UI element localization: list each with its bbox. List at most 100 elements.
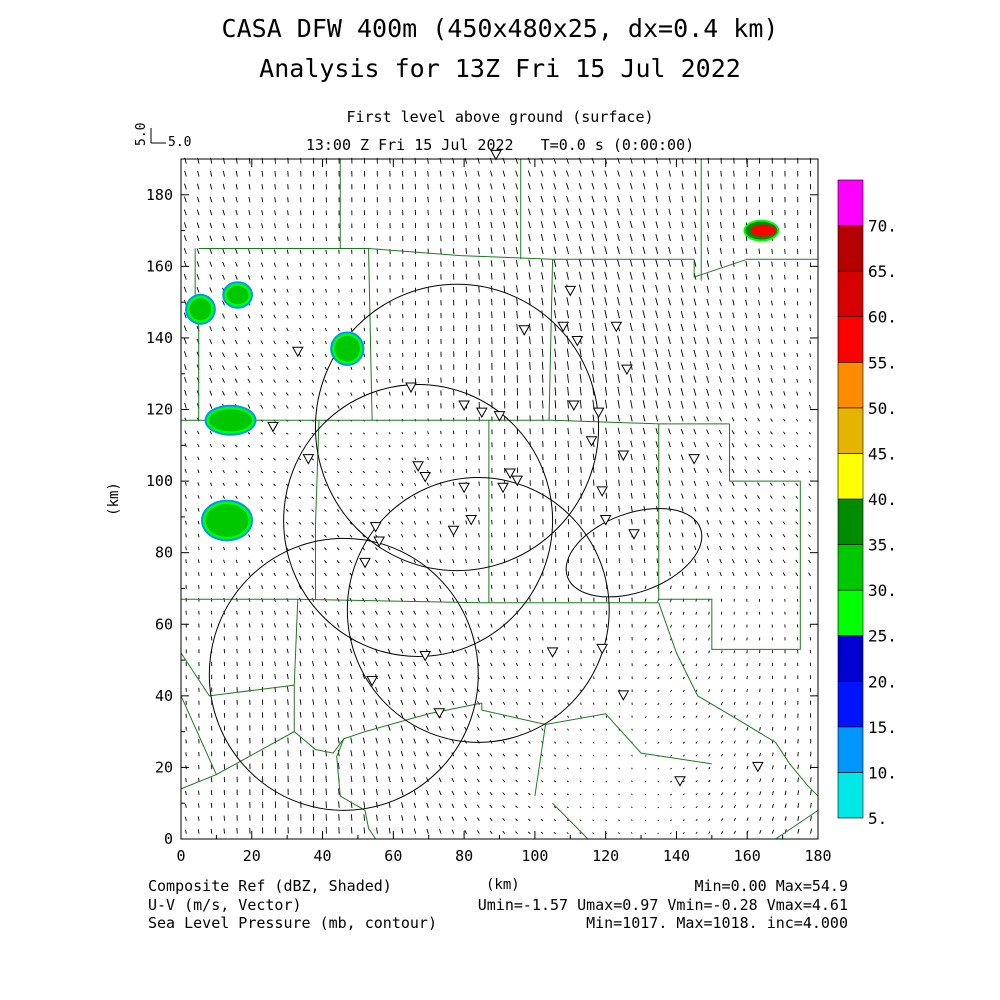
wind-vector: [222, 378, 225, 383]
wind-vector: [248, 170, 251, 177]
wind-vector: [527, 831, 531, 834]
wind-vector: [338, 788, 340, 796]
wind-vector: [604, 220, 608, 229]
wind-vector: [311, 483, 314, 487]
wind-vector: [362, 712, 366, 718]
wind-vector: [719, 273, 722, 280]
wind-vector: [643, 571, 646, 576]
wind-vector: [363, 788, 366, 796]
wind-vector: [809, 314, 812, 319]
wind-vector: [579, 767, 582, 770]
wind-vector: [744, 469, 748, 474]
wind-vector: [718, 429, 722, 435]
wind-vector: [630, 505, 633, 512]
wind-vector: [553, 780, 557, 783]
wind-vector: [362, 509, 366, 512]
wind-vector: [642, 322, 646, 332]
colorbar-swatch: [837, 498, 864, 545]
reflectivity-cells: [185, 219, 780, 542]
station-marker: [621, 364, 633, 376]
wind-vector: [580, 440, 582, 448]
wind-vector: [706, 260, 710, 267]
wind-vector: [642, 374, 646, 383]
wind-vector: [629, 284, 633, 293]
wind-vector: [515, 766, 518, 770]
wind-vector: [515, 246, 518, 254]
wind-vector: [401, 495, 404, 499]
wind-vector: [695, 818, 698, 822]
wind-vector: [708, 741, 711, 744]
wind-vector: [680, 272, 684, 280]
wind-vector: [338, 801, 340, 808]
wind-vector: [668, 545, 671, 551]
wind-vector: [732, 273, 735, 280]
wind-vector: [312, 750, 315, 757]
wind-vector: [604, 271, 608, 280]
wind-vector: [298, 405, 302, 409]
wind-vector: [720, 779, 724, 783]
wind-vector: [286, 572, 289, 577]
wind-vector: [387, 661, 391, 667]
wind-vector: [808, 547, 811, 551]
wind-vector: [515, 272, 518, 280]
chart-title-line1: CASA DFW 400m (450x480x25, dx=0.4 km): [221, 14, 779, 43]
wind-vector: [413, 674, 417, 680]
wind-vector: [338, 288, 340, 293]
wind-vector: [478, 286, 480, 293]
wind-vector: [604, 183, 608, 190]
wind-vector: [681, 183, 684, 190]
wind-vector: [375, 483, 378, 487]
wind-vector: [388, 789, 391, 796]
wind-vector: [184, 456, 187, 461]
wind-vector: [708, 676, 711, 680]
wind-vector: [185, 790, 187, 796]
wind-vector: [528, 688, 531, 693]
wind-vector: [502, 792, 506, 796]
wind-vector: [771, 803, 774, 808]
wind-vector: [183, 351, 187, 358]
wind-vector: [744, 389, 748, 396]
reflectivity-cell: [226, 285, 249, 305]
wind-vector: [400, 738, 404, 744]
wind-vector: [783, 418, 786, 422]
wind-vector: [745, 312, 748, 319]
wind-vector: [540, 831, 544, 834]
wind-vector: [286, 353, 289, 358]
wind-vector: [197, 495, 200, 499]
wind-vector: [223, 572, 225, 577]
wind-vector: [629, 348, 633, 358]
wind-vector: [261, 210, 264, 216]
wind-vector: [770, 418, 773, 422]
wind-vector: [604, 322, 608, 332]
wind-vector: [349, 623, 353, 628]
wind-vector: [260, 483, 264, 487]
wind-vector: [400, 674, 404, 680]
wind-vector: [476, 778, 480, 783]
wind-vector: [529, 336, 531, 345]
wind-vector: [197, 469, 200, 474]
wind-vector: [771, 713, 774, 718]
wind-vector: [388, 776, 391, 783]
wind-vector: [299, 210, 302, 216]
wind-vector: [439, 572, 442, 577]
wind-vector: [553, 259, 557, 267]
wind-vector: [808, 419, 811, 422]
wind-vector: [796, 339, 799, 345]
wind-vector: [388, 483, 391, 487]
wind-vector: [464, 183, 468, 190]
wind-vector: [375, 686, 378, 693]
wind-vector: [566, 767, 569, 770]
wind-vector: [451, 674, 455, 680]
wind-vector: [235, 572, 238, 577]
wind-vector: [438, 687, 442, 693]
wind-vector: [719, 520, 722, 525]
wind-vector: [311, 405, 315, 409]
wind-vector: [579, 322, 582, 332]
wind-vector: [285, 445, 289, 448]
wind-vector: [222, 444, 225, 448]
wind-vector: [731, 481, 735, 486]
wind-vector: [400, 508, 404, 512]
wind-vector: [185, 520, 187, 525]
wind-vector: [312, 724, 315, 731]
wind-vector: [592, 741, 595, 744]
